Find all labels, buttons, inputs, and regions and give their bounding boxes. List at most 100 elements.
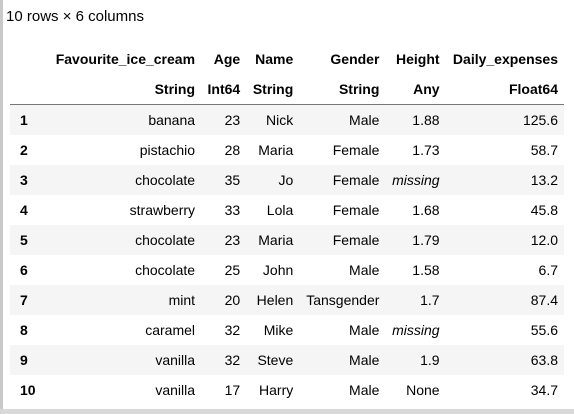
table-body: 1 banana 23 Nick Male 1.88 125.6 2 pistachio 28 Ma… [10, 104, 564, 405]
column-type: String [48, 74, 202, 105]
table-cell: 125.6 [522, 111, 558, 128]
table-cell: Mike [263, 321, 294, 338]
column-type: Int64 [201, 74, 247, 105]
table-cell: 23 [224, 231, 241, 248]
table-cell: chocolate [135, 231, 196, 248]
table-cell: 35 [224, 171, 241, 188]
table-cell: 32 [224, 351, 241, 368]
table-cell: 20 [224, 291, 241, 308]
table-row: 9 vanilla 32 Steve Male 1.9 63.8 [10, 344, 564, 375]
table-cell: Female [332, 231, 380, 248]
header-corner [10, 44, 48, 74]
table-cell: 12.0 [530, 231, 558, 248]
table-cell: 1.58 [412, 261, 440, 278]
row-index: 4 [20, 201, 28, 218]
table-cell: vanilla [155, 351, 196, 368]
table-cell: Harry [259, 381, 294, 398]
table-cell: missing [392, 321, 440, 338]
row-index: 1 [20, 111, 28, 128]
table-cell: 87.4 [530, 291, 558, 308]
table-row: 3 chocolate 35 Jo Female missing 13.2 [10, 164, 564, 195]
table-cell: 13.2 [530, 171, 558, 188]
table-row: 6 chocolate 25 John Male 1.58 6.7 [10, 254, 564, 285]
table-cell: Maria [258, 231, 294, 248]
table-cell: 34.7 [530, 381, 558, 398]
table-cell: Helen [256, 291, 294, 308]
table-cell: Male [349, 321, 380, 338]
column-header: Daily_expenses [452, 51, 558, 67]
table-cell: 1.7 [420, 291, 440, 308]
table-cell: Maria [258, 141, 294, 158]
table-cell: 1.73 [412, 141, 440, 158]
table-cell: None [406, 381, 440, 398]
table-cell: banana [148, 111, 196, 128]
table-cell: caramel [145, 321, 196, 338]
table-cell: 1.68 [412, 201, 440, 218]
table-cell: 17 [224, 381, 241, 398]
table-cell: chocolate [135, 171, 196, 188]
table-summary: 10 rows × 6 columns [6, 8, 144, 25]
table-cell: Lola [266, 201, 294, 218]
table-row: 8 caramel 32 Mike Male missing 55.6 [10, 314, 564, 345]
row-index: 5 [20, 231, 28, 248]
table-cell: Male [349, 261, 380, 278]
row-index: 10 [20, 381, 36, 398]
table-row: 1 banana 23 Nick Male 1.88 125.6 [10, 104, 564, 135]
horizontal-scrollbar[interactable] [0, 409, 574, 414]
column-header: Favourite_ice_cream [55, 51, 196, 67]
cell-left-border [0, 0, 3, 414]
header-row-types: String Int64 String String Any Float64 [10, 74, 564, 105]
row-index: 6 [20, 261, 28, 278]
table-cell: Female [332, 201, 380, 218]
table-cell: 45.8 [530, 201, 558, 218]
header-row-names: Favourite_ice_cream Age Name Gender Heig… [10, 44, 564, 74]
table-row: 7 mint 20 Helen Tansgender 1.7 87.4 [10, 284, 564, 315]
table-cell: Female [332, 141, 380, 158]
column-type: String [246, 74, 300, 105]
table-cell: strawberry [129, 201, 196, 218]
table-cell: John [262, 261, 294, 278]
row-index: 3 [20, 171, 28, 188]
table-row: 2 pistachio 28 Maria Female 1.73 58.7 [10, 134, 564, 165]
table-cell: Jo [278, 171, 294, 188]
table-cell: Female [332, 171, 380, 188]
row-index: 2 [20, 141, 28, 158]
data-table: Favourite_ice_cream Age Name Gender Heig… [10, 44, 564, 405]
table-cell: missing [392, 171, 440, 188]
row-index: 7 [20, 291, 28, 308]
table-cell: Nick [266, 111, 294, 128]
table-cell: 1.88 [412, 111, 440, 128]
table-cell: 23 [224, 111, 241, 128]
table-cell: pistachio [139, 141, 196, 158]
table-row: 5 chocolate 23 Maria Female 1.79 12.0 [10, 224, 564, 255]
table-cell: mint [168, 291, 196, 308]
column-header: Name [255, 51, 294, 67]
table-cell: 1.79 [412, 231, 440, 248]
table-cell: 63.8 [530, 351, 558, 368]
column-type: Float64 [445, 74, 564, 105]
table-cell: 33 [224, 201, 241, 218]
table-cell: 25 [224, 261, 241, 278]
table-cell: chocolate [135, 261, 196, 278]
table-cell: 55.6 [530, 321, 558, 338]
table-cell: 32 [224, 321, 241, 338]
table-cell: Steve [257, 351, 294, 368]
table-cell: 6.7 [538, 261, 558, 278]
column-header: Gender [330, 51, 380, 67]
table-cell: Male [349, 351, 380, 368]
table-cell: 1.9 [420, 351, 440, 368]
table-cell: Tansgender [306, 291, 380, 308]
table-cell: 58.7 [530, 141, 558, 158]
table-cell: Male [349, 381, 380, 398]
table-cell: vanilla [155, 381, 196, 398]
table-cell: Male [349, 111, 380, 128]
row-index: 8 [20, 321, 28, 338]
table-cell: 28 [224, 141, 241, 158]
column-header: Age [213, 51, 241, 67]
row-index: 9 [20, 351, 28, 368]
column-header: Height [395, 51, 440, 67]
table-row: 10 vanilla 17 Harry Male None 34.7 [10, 374, 564, 405]
header-corner [10, 74, 48, 105]
column-type: Any [385, 74, 446, 105]
table-row: 4 strawberry 33 Lola Female 1.68 45.8 [10, 194, 564, 225]
